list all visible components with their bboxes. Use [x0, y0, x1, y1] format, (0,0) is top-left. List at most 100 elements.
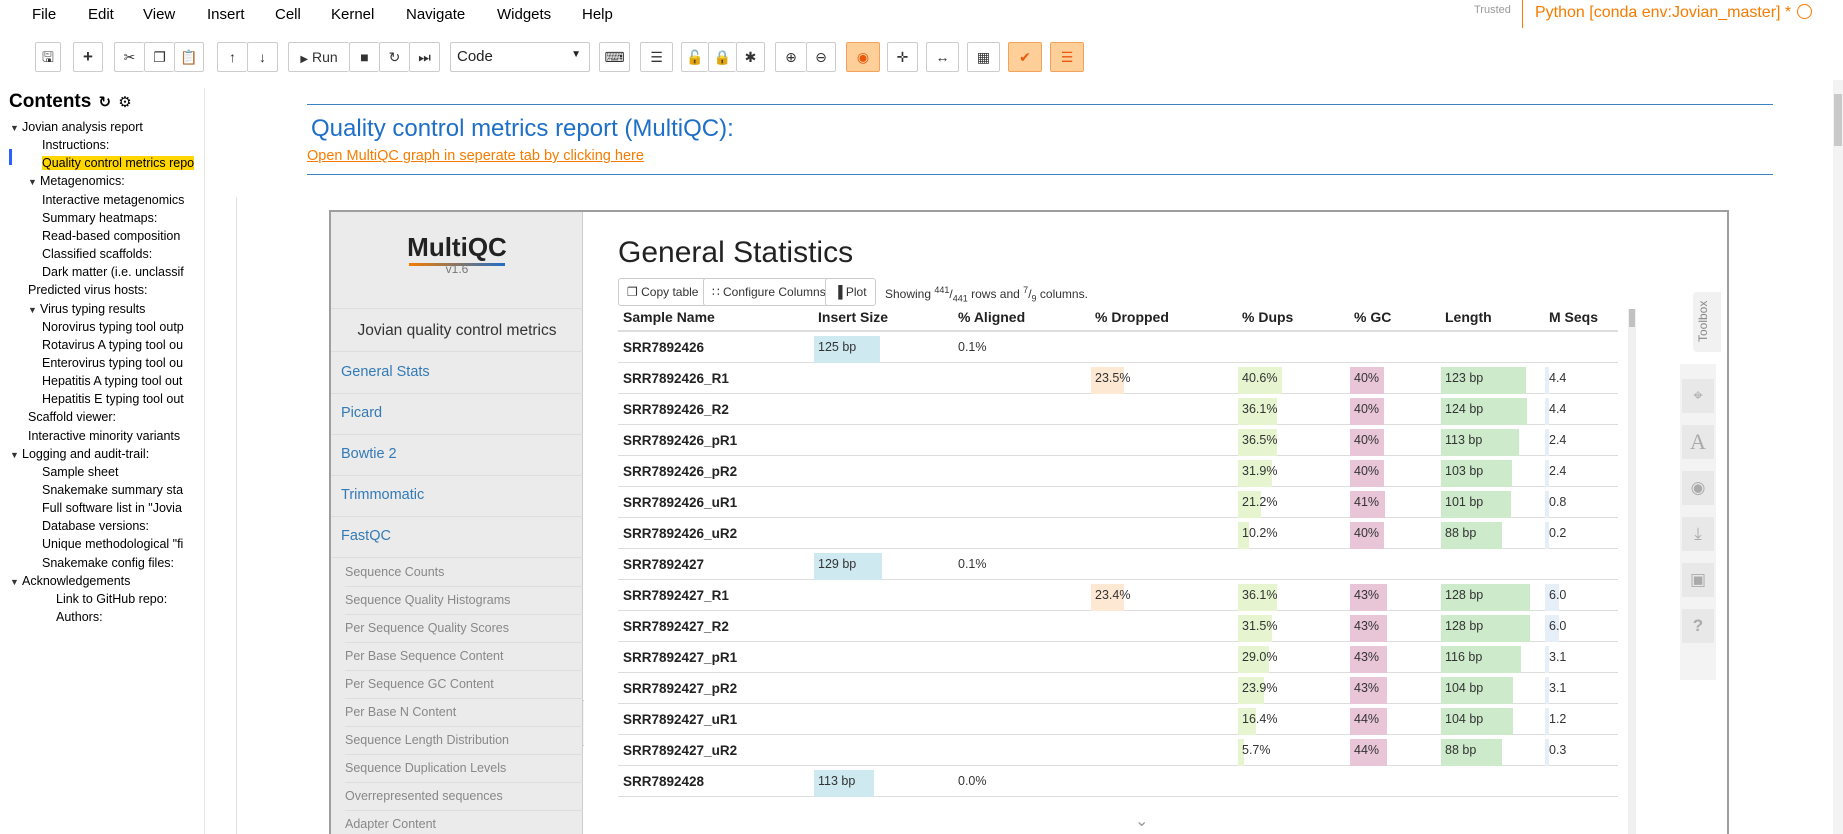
fast-forward-icon[interactable]: ⏭ [409, 42, 440, 72]
zoom-in-icon[interactable]: ⊕ [775, 42, 806, 72]
move-down-icon[interactable]: ↓ [247, 42, 278, 72]
configure-columns-button[interactable]: ∷ Configure Columns [703, 278, 835, 306]
toc-item[interactable]: Summary heatmaps: [42, 211, 195, 225]
nav-sub-item[interactable]: Adapter Content [345, 811, 583, 834]
scrollbar-thumb[interactable] [1834, 94, 1842, 146]
toc-item[interactable]: Quality control metrics repo [42, 156, 195, 170]
column-header[interactable]: Length [1445, 309, 1492, 325]
gear-icon[interactable]: ⚙ [114, 94, 132, 111]
toc-item[interactable]: Snakemake config files: [42, 556, 195, 570]
paste-icon[interactable]: 📋 [174, 42, 204, 72]
menu-file[interactable]: File [32, 6, 56, 23]
toc-item[interactable]: Snakemake summary sta [42, 483, 195, 497]
nav-fastqc[interactable]: FastQC [331, 517, 583, 558]
toc-item[interactable]: Classified scaffolds: [42, 247, 195, 261]
column-header[interactable]: Sample Name [623, 309, 715, 325]
save-icon[interactable]: ▣ [1682, 563, 1714, 597]
lock-icon[interactable]: 🔒 [708, 42, 736, 72]
menu-cell[interactable]: Cell [275, 6, 301, 23]
nav-sub-item[interactable]: Sequence Length Distribution [345, 727, 583, 755]
move-icon[interactable]: ✛ [887, 42, 918, 72]
plot-button[interactable]: ▐ Plot [825, 278, 876, 306]
numbered-list-icon[interactable]: ☰ [640, 42, 673, 72]
caret-down-icon[interactable]: ▼ [28, 177, 40, 187]
toolbox-tab[interactable]: Toolbox [1693, 292, 1721, 352]
font-icon[interactable]: A [1682, 425, 1714, 459]
download-icon[interactable]: ⤓ [1682, 517, 1714, 551]
pin-icon[interactable]: ⌖ [1682, 379, 1714, 413]
toc-item[interactable]: Dark matter (i.e. unclassif [42, 265, 195, 279]
column-header[interactable]: % Dups [1242, 309, 1293, 325]
toc-item[interactable]: ▼ Jovian analysis report [10, 120, 195, 134]
toc-item[interactable]: Database versions: [42, 519, 195, 533]
menu-view[interactable]: View [143, 6, 175, 23]
horizontal-resize-icon[interactable]: ↔ [926, 42, 959, 72]
nav-sub-item[interactable]: Per Sequence Quality Scores [345, 615, 583, 643]
nav-sub-item[interactable]: Overrepresented sequences [345, 783, 583, 811]
toc-item[interactable]: ▼ Metagenomics: [28, 174, 195, 188]
nav-general-stats[interactable]: General Stats [331, 353, 583, 394]
keyboard-icon[interactable]: ⌨ [599, 42, 630, 72]
asterisk-icon[interactable]: ✱ [736, 42, 765, 72]
copy-icon[interactable]: ❐ [144, 42, 174, 72]
nav-bowtie-2[interactable]: Bowtie 2 [331, 435, 583, 476]
kernel-name[interactable]: Python [conda env:Jovian_master] * [1522, 0, 1843, 28]
toc-item[interactable]: Sample sheet [42, 465, 195, 479]
menu-navigate[interactable]: Navigate [406, 6, 465, 23]
menu-widgets[interactable]: Widgets [497, 6, 551, 23]
toc-item[interactable]: Link to GitHub repo: [56, 592, 195, 606]
column-header[interactable]: % GC [1354, 309, 1391, 325]
toc-item[interactable]: Rotavirus A typing tool ou [42, 338, 195, 352]
toc-item[interactable]: Unique methodological "fi [42, 537, 195, 551]
insert-cell-button[interactable]: + [73, 42, 103, 72]
open-multiqc-link[interactable]: Open MultiQC graph in seperate tab by cl… [307, 148, 644, 164]
hide-samples-icon[interactable]: ◉ [1682, 471, 1714, 505]
scrollbar-thumb[interactable] [1629, 309, 1635, 327]
run-button[interactable]: ▶ Run [288, 42, 349, 72]
hide-code-icon[interactable]: ◉ [846, 42, 880, 72]
toc-item[interactable]: Hepatitis E typing tool out [42, 392, 195, 406]
nav-picard[interactable]: Picard [331, 394, 583, 435]
copy-table-button[interactable]: ❐ Copy table [618, 278, 707, 306]
trusted-indicator[interactable]: Trusted [1474, 4, 1511, 16]
toc-item[interactable]: Full software list in "Jovia [42, 501, 195, 515]
cut-icon[interactable]: ✂ [114, 42, 144, 72]
save-icon[interactable]: 🖫 [35, 42, 61, 72]
unlock-icon[interactable]: 🔓 [681, 42, 708, 72]
toc-item[interactable]: ▼ Virus typing results [28, 302, 195, 316]
toc-item[interactable]: Enterovirus typing tool ou [42, 356, 195, 370]
caret-down-icon[interactable]: ▼ [10, 577, 22, 587]
nav-sub-item[interactable]: Per Base N Content [345, 699, 583, 727]
nav-sub-item[interactable]: Sequence Quality Histograms [345, 587, 583, 615]
toc-item[interactable]: Instructions: [42, 138, 195, 152]
column-header[interactable]: % Dropped [1095, 309, 1169, 325]
zoom-out-icon[interactable]: ⊖ [806, 42, 836, 72]
menu-insert[interactable]: Insert [207, 6, 245, 23]
refresh-icon[interactable]: ↻ [94, 94, 111, 111]
move-up-icon[interactable]: ↑ [217, 42, 247, 72]
toc-item[interactable]: ▼ Logging and audit-trail: [10, 447, 195, 461]
toc-item[interactable]: Read-based composition [42, 229, 195, 243]
toc-item[interactable]: Interactive minority variants [28, 429, 195, 443]
restart-icon[interactable]: ↻ [379, 42, 409, 72]
menu-edit[interactable]: Edit [88, 6, 114, 23]
nav-trimmomatic[interactable]: Trimmomatic [331, 476, 583, 517]
toc-item[interactable]: Hepatitis A typing tool out [42, 374, 195, 388]
caret-down-icon[interactable]: ▼ [10, 123, 22, 133]
column-header[interactable]: % Aligned [958, 309, 1025, 325]
table-of-contents-icon[interactable]: ☰ [1050, 42, 1084, 72]
menu-kernel[interactable]: Kernel [331, 6, 374, 23]
calculator-icon[interactable]: ▦ [967, 42, 1000, 72]
nav-sub-item[interactable]: Per Base Sequence Content [345, 643, 583, 671]
caret-down-icon[interactable]: ▼ [28, 305, 40, 315]
spellcheck-icon[interactable]: ✔ [1008, 42, 1042, 72]
toc-item[interactable]: Predicted virus hosts: [28, 283, 195, 297]
toc-item[interactable]: ▼ Acknowledgements [10, 574, 195, 588]
table-scrollbar[interactable] [1628, 309, 1636, 834]
nav-sub-item[interactable]: Per Sequence GC Content [345, 671, 583, 699]
nav-sub-item[interactable]: Sequence Duplication Levels [345, 755, 583, 783]
page-scrollbar[interactable] [1833, 80, 1843, 834]
column-header[interactable]: M Seqs [1549, 309, 1598, 325]
toc-item[interactable]: Norovirus typing tool outp [42, 320, 195, 334]
chevron-down-icon[interactable]: ⌄ [1135, 811, 1148, 831]
